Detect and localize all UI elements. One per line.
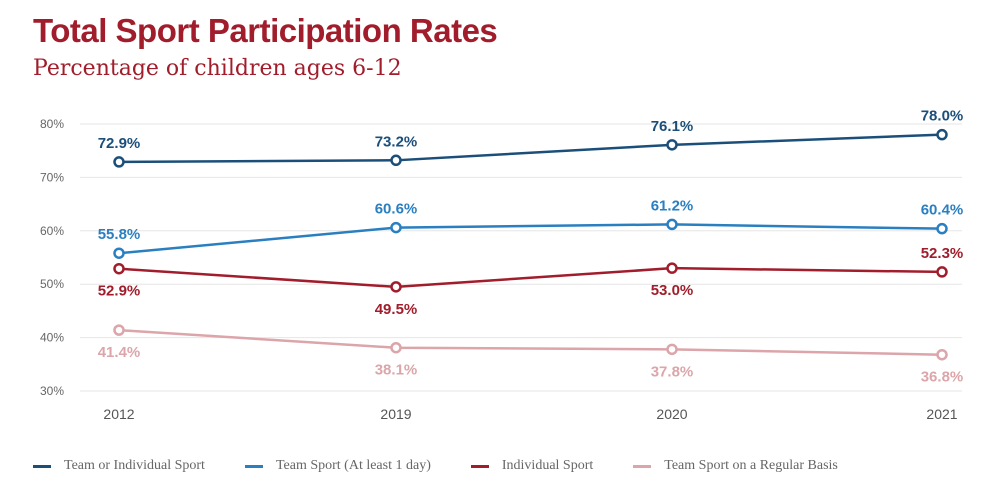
data-label: 53.0% [651,282,694,299]
legend: Team or Individual Sport Team Sport (At l… [33,458,878,474]
data-point [390,281,402,293]
legend-item: Team Sport on a Regular Basis [633,458,838,474]
data-label: 52.3% [921,245,964,262]
data-label: 78.0% [921,108,964,125]
data-label: 60.4% [921,202,964,219]
data-point [113,262,125,275]
data-label: 60.6% [375,201,418,218]
series-line [118,328,943,356]
series-line [118,223,943,255]
y-tick-label: 80% [40,117,64,131]
data-label: 37.8% [651,363,694,380]
data-point [666,218,678,231]
legend-item: Team or Individual Sport [33,458,205,474]
data-point [390,341,402,354]
data-point [113,156,125,168]
legend-label: Team Sport on a Regular Basis [664,458,838,473]
data-point [936,222,948,235]
legend-label: Team or Individual Sport [64,458,205,473]
data-point [666,262,678,274]
data-label: 41.4% [98,344,141,361]
y-tick-label: 30% [40,384,64,398]
x-tick-label: 2020 [656,406,687,422]
data-label: 72.9% [98,135,141,152]
data-point [113,324,125,336]
y-tick-label: 70% [40,170,64,184]
data-label: 61.2% [651,197,694,214]
legend-swatch [33,464,51,468]
y-tick-label: 40% [40,331,64,345]
legend-item: Individual Sport [470,458,594,474]
legend-label: Individual Sport [501,458,594,473]
data-point [936,266,948,278]
chart-subtitle: Percentage of children ages 6-12 [33,56,402,81]
chart-title: Total Sport Participation Rates [33,12,498,49]
data-point [113,247,125,259]
data-label: 38.1% [375,362,418,379]
data-label: 36.8% [921,369,964,386]
data-point [390,154,402,167]
data-point [666,139,678,151]
y-tick-label: 50% [40,277,64,291]
data-label: 52.9% [98,283,141,300]
data-label: 76.1% [651,118,694,135]
x-tick-label: 2012 [103,406,134,422]
data-label: 55.8% [98,226,141,243]
data-point [390,221,402,234]
y-tick-label: 60% [40,224,64,238]
legend-label: Team Sport (At least 1 day) [275,458,431,473]
data-point [936,128,948,141]
series-line [118,133,943,164]
data-label: 49.5% [375,301,418,318]
x-tick-label: 2019 [380,406,411,422]
data-point [666,343,678,356]
legend-item: Team Sport (At least 1 day) [244,458,431,474]
data-label: 73.2% [375,133,418,150]
series-line [118,266,943,289]
x-tick-label: 2021 [926,406,957,422]
legend-swatch [244,464,263,468]
legend-swatch [470,464,489,468]
data-point [936,348,948,361]
legend-swatch [633,464,652,468]
